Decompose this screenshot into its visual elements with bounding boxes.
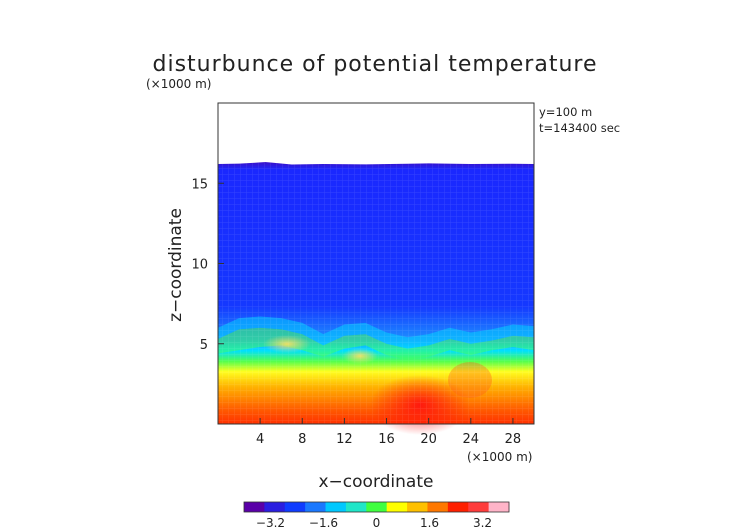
colorbar-cell	[407, 502, 428, 512]
colorbar-cell	[468, 502, 490, 512]
colorbar-tick-label: 3.2	[473, 516, 492, 530]
annotation-y: y=100 m	[539, 105, 592, 119]
y-tick-label: 15	[191, 177, 208, 192]
x-tick-label: 12	[336, 432, 353, 447]
colorbar-cells	[244, 502, 510, 512]
x-tick-label: 8	[298, 432, 306, 447]
colorbar-cell	[244, 502, 265, 512]
y-tick-label: 5	[200, 338, 208, 353]
colorbar-cell	[305, 502, 327, 512]
x-axis-label: x−coordinate	[319, 472, 434, 492]
x-tick-label: 20	[420, 432, 437, 447]
colorbar-tick-label: −3.2	[256, 516, 285, 530]
y-tick-label: 10	[191, 258, 208, 273]
colorbar-cell	[386, 502, 408, 512]
chart-title: disturbunce of potential temperature	[153, 52, 598, 77]
x-tick-label: 4	[256, 432, 264, 447]
annotation-time: t=143400 sec	[539, 121, 620, 135]
colorbar-tick-label: −1.6	[309, 516, 338, 530]
colorbar-frame	[243, 501, 510, 513]
colorbar-cell	[427, 502, 449, 512]
colorbar-tick-label: 1.6	[420, 516, 439, 530]
x-tick-label: 28	[505, 432, 522, 447]
colorbar-cell	[488, 502, 510, 512]
y-ticks: 5 10 15	[191, 177, 224, 353]
colorbar-cell	[447, 502, 469, 512]
colorbar-cell	[325, 502, 347, 512]
colorbar-cell	[284, 502, 306, 512]
x-unit-label: (×1000 m)	[467, 450, 532, 464]
colorbar-tick-labels: −3.2 −1.6 0 1.6 3.2	[256, 516, 492, 530]
y-axis-label: z−coordinate	[166, 208, 186, 322]
colorbar-cell	[345, 502, 367, 512]
plot-area: 4 8 12 16 20 24 28 5 10 15	[191, 102, 535, 447]
colorbar: −3.2 −1.6 0 1.6 3.2	[243, 501, 510, 530]
field-texture	[218, 161, 534, 425]
x-tick-label: 16	[378, 432, 395, 447]
colorbar-cell	[366, 502, 388, 512]
x-tick-label: 24	[463, 432, 480, 447]
x-ticks: 4 8 12 16 20 24 28	[256, 418, 521, 447]
y-unit-label: (×1000 m)	[146, 77, 211, 91]
colorbar-cell	[264, 502, 286, 512]
colorbar-tick-label: 0	[373, 516, 381, 530]
